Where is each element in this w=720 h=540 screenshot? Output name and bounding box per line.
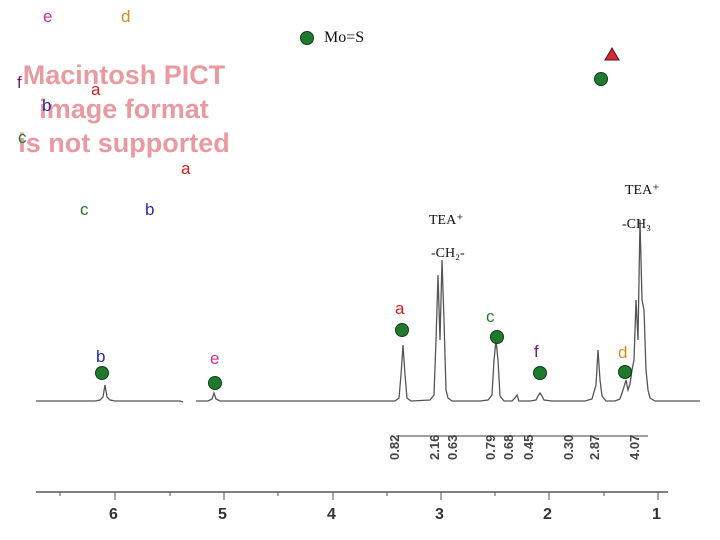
ppm-axis-ticks <box>59 492 659 500</box>
peak-marker-d-icon <box>618 365 632 379</box>
peak-label-d: d <box>618 343 628 362</box>
peak-marker-e-icon <box>208 376 222 390</box>
placeholder-line-1: Macintosh PICT <box>22 60 226 90</box>
integral-value: 0.63 <box>445 434 460 460</box>
placeholder-line-3: is not supported <box>18 128 230 158</box>
axis-tick-label: 4 <box>327 506 336 523</box>
nmr-spectrum-trace <box>36 219 700 403</box>
structure-label-d: d <box>121 7 131 26</box>
integral-value: 0.30 <box>561 434 576 460</box>
peak-label-f: f <box>534 342 539 361</box>
integral-value: 0.82 <box>387 434 402 460</box>
peak-label-e: e <box>210 349 220 368</box>
annotation-tea-right: TEA⁺ <box>625 183 660 198</box>
structure-label-f: f <box>17 73 22 92</box>
structure-label-e: e <box>43 7 53 26</box>
peak-label-c: c <box>486 307 495 326</box>
peak-marker-a-icon <box>395 323 409 337</box>
integral-value: 2.87 <box>587 434 602 460</box>
peak-marker-f-icon <box>533 366 547 380</box>
annotation-tea-mid: TEA⁺ <box>429 213 464 228</box>
integral-value: 2.16 <box>427 434 442 460</box>
structure-label-a1: a <box>91 80 101 99</box>
peak-marker-b-icon <box>95 366 109 380</box>
integral-value: 4.07 <box>627 434 642 460</box>
structure-label-b1: b <box>42 96 52 115</box>
axis-tick-label: 2 <box>543 506 552 523</box>
axis-tick-label: 3 <box>435 506 444 523</box>
axis-tick-label: 6 <box>109 506 118 523</box>
peak-marker-top-icon <box>594 72 608 86</box>
peak-marker-c-icon <box>490 330 504 344</box>
structure-label-b2: b <box>145 200 155 219</box>
integral-value: 0.68 <box>501 434 516 460</box>
legend-marker-icon <box>300 31 314 45</box>
annotation-ch3: -CH₃ <box>622 217 651 232</box>
image-unsupported-placeholder: Macintosh PICT image format is not suppo… <box>18 58 230 160</box>
legend-label: Mo=S <box>324 29 365 46</box>
annotation-ch2: -CH₂- <box>431 246 465 261</box>
peak-label-a: a <box>395 299 405 318</box>
triangle-marker-icon <box>604 47 620 61</box>
structure-label-c1: c <box>18 128 27 147</box>
structure-label-c2: c <box>80 200 89 219</box>
integral-value: 0.79 <box>483 434 498 460</box>
integral-value: 0.45 <box>521 434 536 460</box>
placeholder-line-2: image format <box>39 94 209 124</box>
axis-tick-label: 1 <box>652 506 661 523</box>
peak-label-b: b <box>96 347 106 366</box>
structure-label-a2: a <box>181 159 191 178</box>
axis-tick-label: 5 <box>218 506 227 523</box>
